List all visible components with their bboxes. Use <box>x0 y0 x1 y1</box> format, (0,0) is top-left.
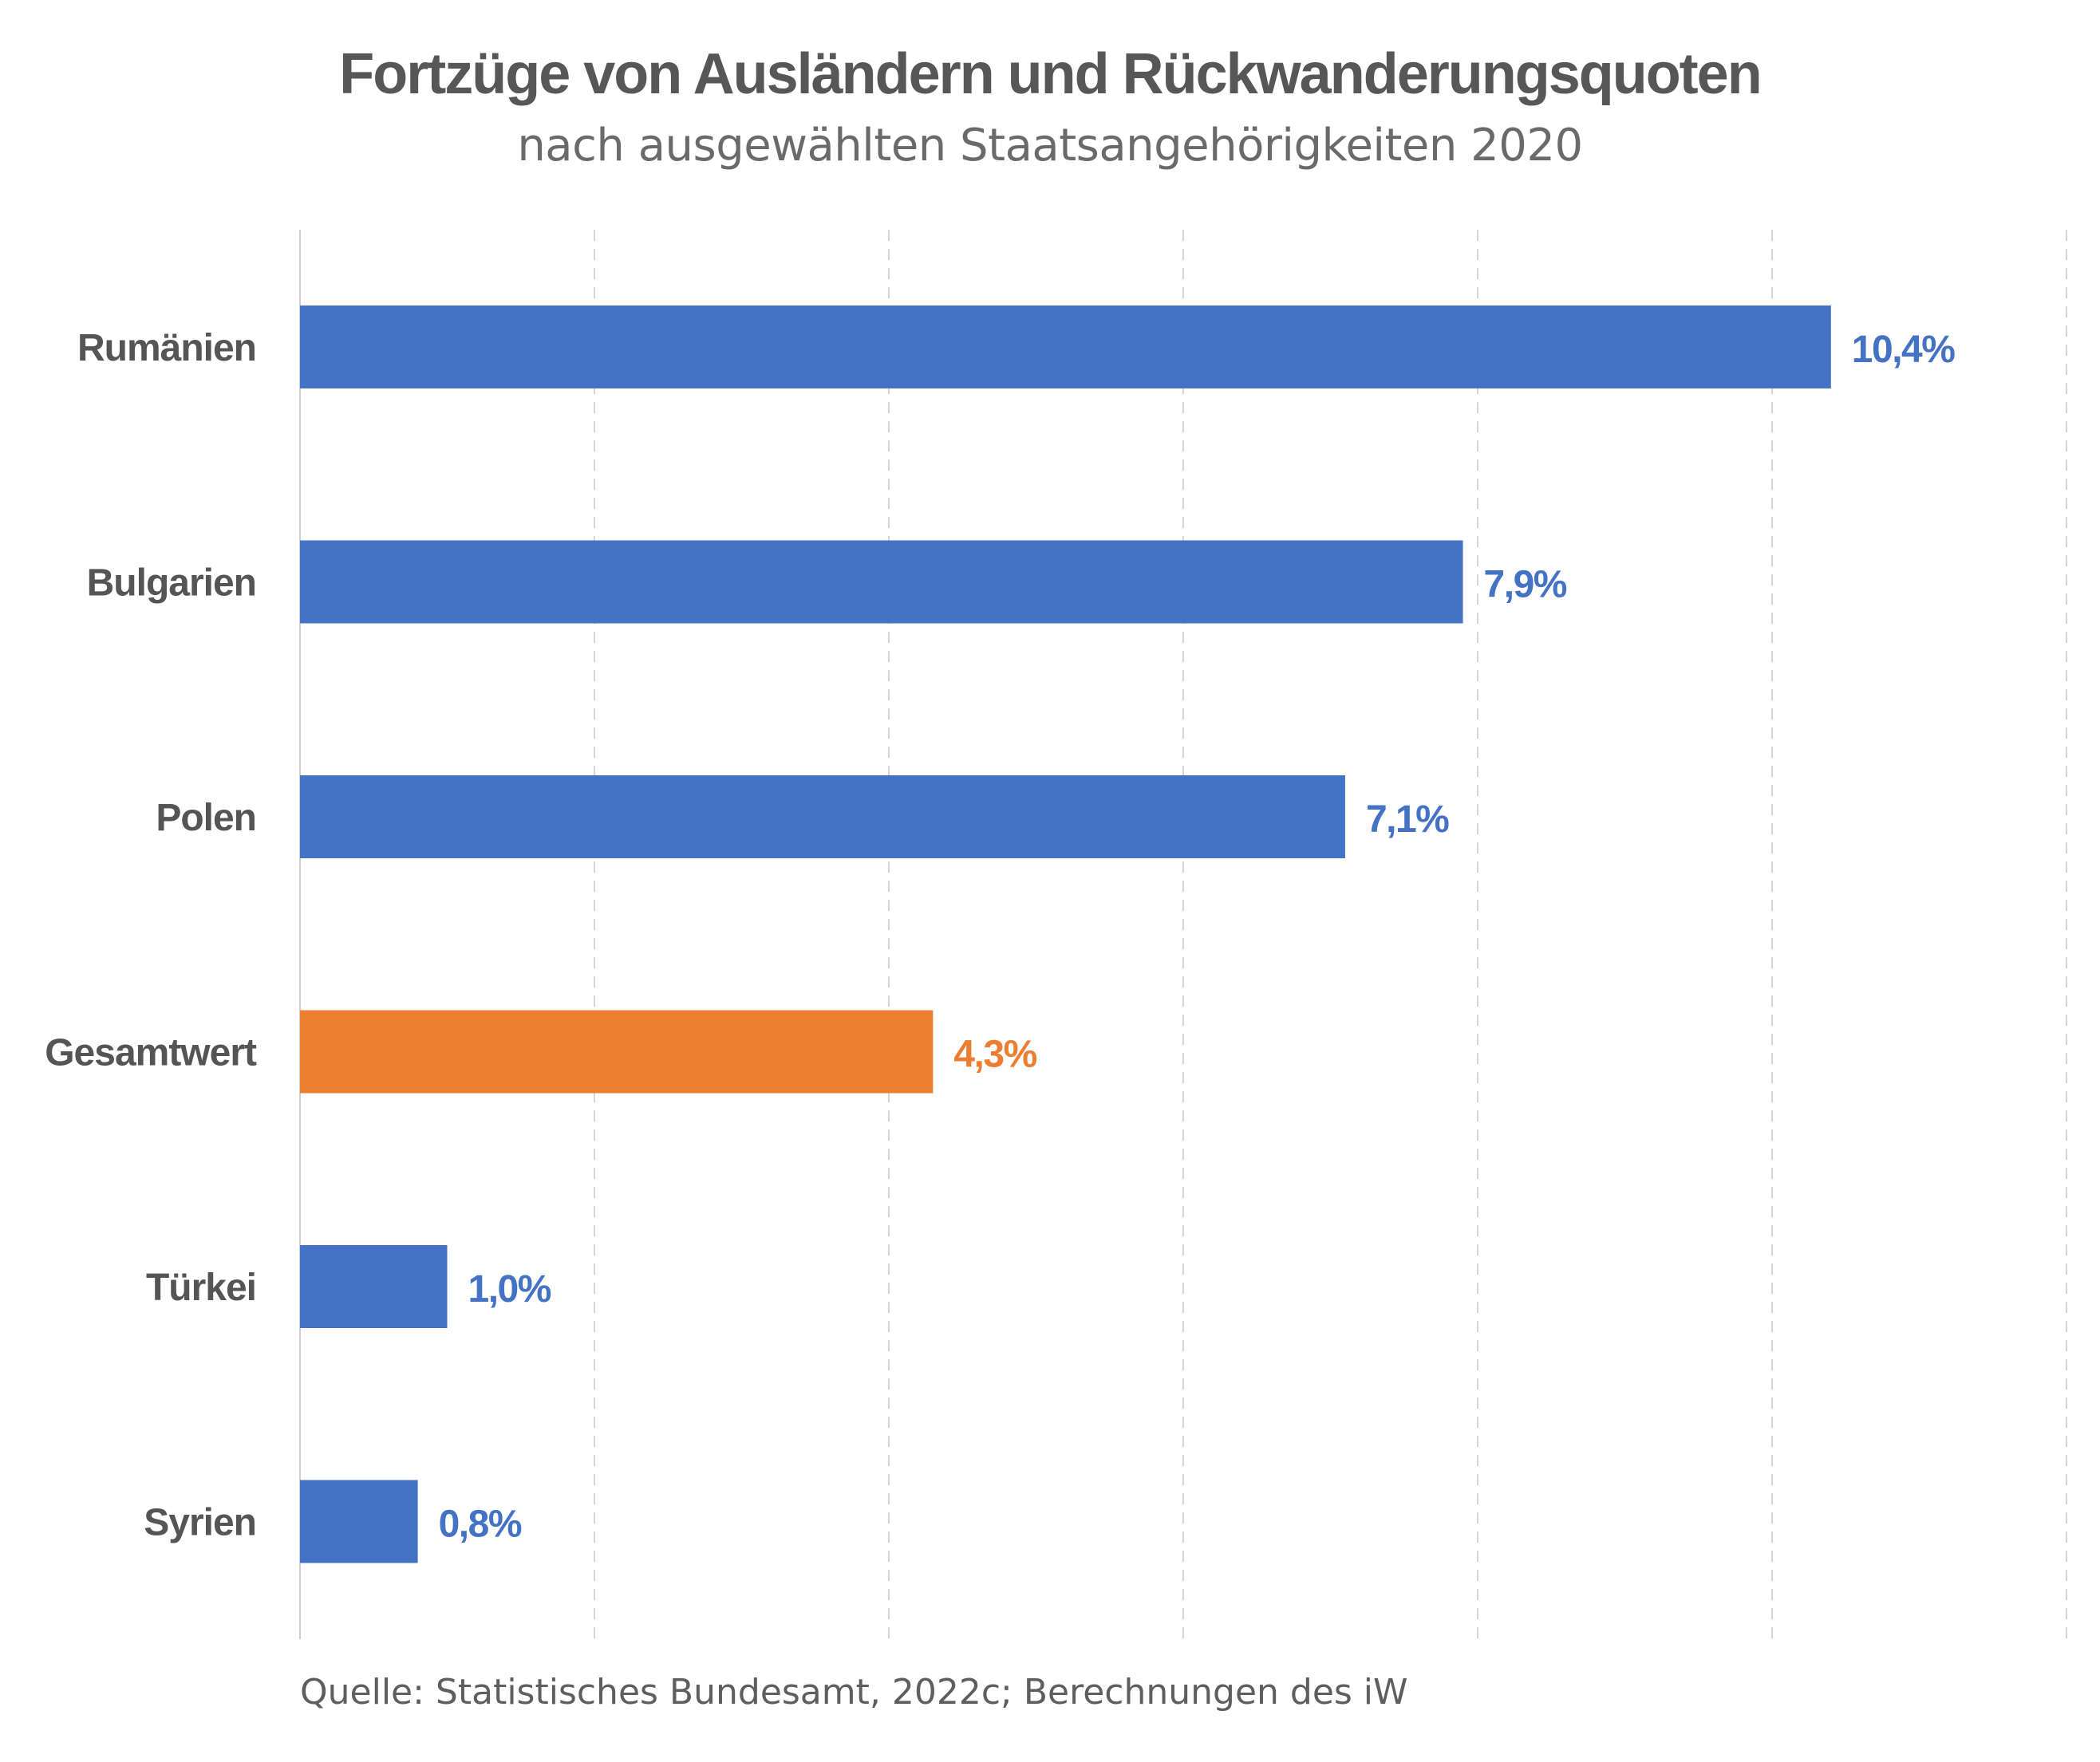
value-label: 10,4% <box>1852 329 1955 371</box>
value-label: 7,1% <box>1366 798 1449 841</box>
value-label: 7,9% <box>1484 564 1567 606</box>
category-label: Rumänien <box>77 327 256 369</box>
value-label: 4,3% <box>953 1034 1036 1076</box>
bar-0 <box>300 305 1831 388</box>
bar-1 <box>300 540 1463 624</box>
labels: Rumänien 10,4% Bulgarien 7,9% Polen 7,1% Gesam… <box>45 327 1956 1546</box>
gridlines <box>299 230 2067 1639</box>
value-label: 1,0% <box>468 1268 551 1311</box>
bar-2 <box>300 775 1345 858</box>
category-label: Bulgarien <box>87 562 256 605</box>
chart-subtitle: nach ausgewählten Staatsangehörigkeiten … <box>517 120 1583 171</box>
category-label: Polen <box>156 797 256 839</box>
value-label: 0,8% <box>439 1504 522 1546</box>
bar-3 <box>300 1010 934 1094</box>
bar-5 <box>300 1480 418 1563</box>
category-label: Syrien <box>144 1502 256 1544</box>
source-note: Quelle: Statistisches Bundesamt, 2022c; … <box>300 1672 1408 1713</box>
category-label: Gesamtwert <box>45 1032 257 1074</box>
bars <box>300 305 1831 1563</box>
bar-4 <box>300 1245 448 1328</box>
category-label: Türkei <box>146 1267 256 1309</box>
chart-title: Fortzüge von Ausländern und Rückwanderun… <box>339 42 1762 106</box>
